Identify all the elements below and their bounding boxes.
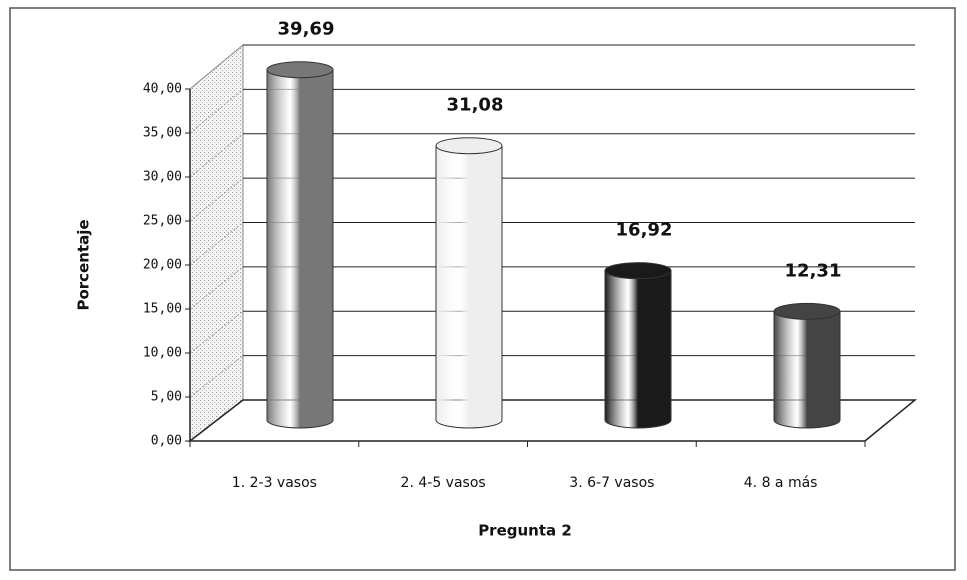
y-tick-label: 35,00 <box>143 126 182 141</box>
bar-body <box>773 310 841 429</box>
x-tick-label: 3. 6-7 vasos <box>569 475 654 491</box>
y-tick-label: 25,00 <box>143 214 182 229</box>
value-label: 16,92 <box>616 220 673 241</box>
bar <box>435 137 503 429</box>
grid-line <box>189 266 244 310</box>
y-tick-label: 5,00 <box>151 390 182 405</box>
bar-body <box>435 145 503 429</box>
grid-line <box>189 222 244 266</box>
grid-line <box>189 88 244 134</box>
bar <box>773 302 841 429</box>
x-tick-label: 4. 8 a más <box>744 475 818 491</box>
floor <box>187 399 918 442</box>
value-label: 31,08 <box>447 95 504 116</box>
y-tick-label: 10,00 <box>143 346 182 361</box>
y-tick-label: 0,00 <box>151 434 182 449</box>
x-tick-label: 2. 4-5 vasos <box>401 475 486 491</box>
bar-body <box>604 270 672 429</box>
grid-line <box>189 133 244 178</box>
bar-top <box>604 262 672 280</box>
y-tick-label: 30,00 <box>143 170 182 185</box>
y-axis-label: Porcentaje <box>75 219 93 310</box>
x-axis-label: Pregunta 2 <box>478 522 572 540</box>
value-label: 12,31 <box>785 260 842 281</box>
x-tick-label: 1. 2-3 vasos <box>232 475 317 491</box>
chart-frame <box>9 7 956 571</box>
grid-line <box>189 44 244 90</box>
bar-top <box>773 302 841 320</box>
bar-body <box>266 69 334 429</box>
y-tick-label: 15,00 <box>143 302 182 317</box>
value-label: 39,69 <box>278 19 335 40</box>
bar-top <box>266 61 334 79</box>
grid-line <box>189 355 244 398</box>
bar-top <box>435 137 503 155</box>
side-wall <box>189 43 244 443</box>
grid-line <box>189 310 244 354</box>
grid-line <box>189 177 244 222</box>
y-tick-label: 20,00 <box>143 258 182 273</box>
bar <box>604 262 672 429</box>
y-tick-label: 40,00 <box>143 82 182 97</box>
bar <box>266 61 334 429</box>
